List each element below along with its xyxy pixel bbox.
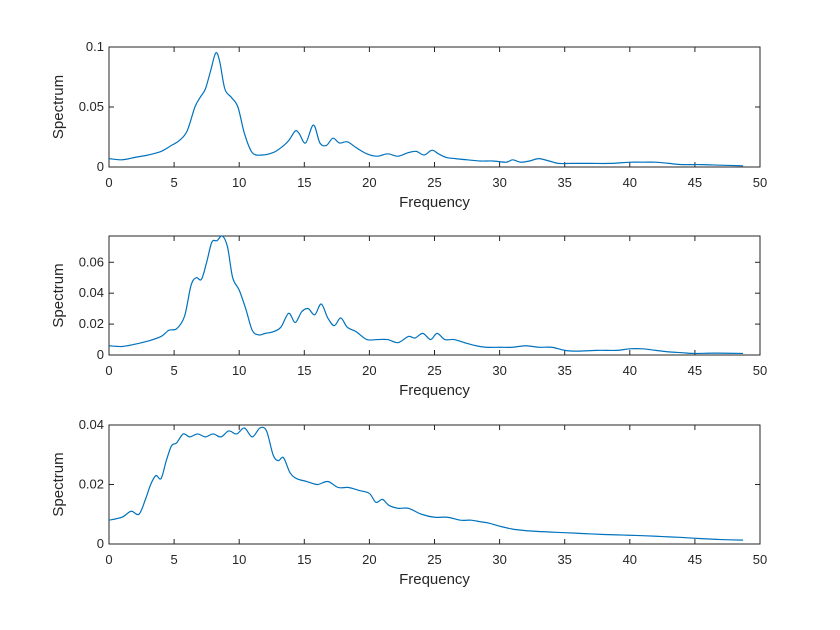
x-tick-label: 20 (362, 175, 376, 190)
x-tick-label: 40 (623, 552, 637, 567)
x-tick-label: 30 (492, 175, 506, 190)
x-tick-label: 25 (427, 552, 441, 567)
x-axis-label: Frequency (399, 194, 470, 211)
y-tick-label: 0 (97, 536, 104, 551)
x-tick-label: 10 (232, 175, 246, 190)
spectrum-line-2 (108, 235, 744, 355)
y-tick-label: 0.04 (79, 285, 104, 300)
x-tick-label: 10 (232, 552, 246, 567)
x-tick-label: 40 (623, 175, 637, 190)
x-tick-label: 35 (557, 175, 571, 190)
y-tick-label: 0.02 (79, 316, 104, 331)
x-axis-label: Frequency (399, 571, 470, 588)
subplot-2: 0 5 10 15 20 25 30 35 40 45 50 0 0.02 0.04 0.06 Frequen… (50, 235, 767, 399)
x-tick-label: 40 (623, 363, 637, 378)
x-tick-label: 20 (362, 552, 376, 567)
spectrum-line-3 (108, 426, 744, 541)
subplot-3: 0 5 10 15 20 25 30 35 40 45 50 0 0.02 0.04 Frequency Sp… (50, 417, 767, 588)
x-tick-label: 5 (170, 552, 177, 567)
x-tick-label: 45 (688, 363, 702, 378)
x-tick-label: 0 (105, 552, 112, 567)
axes-box (108, 424, 761, 545)
y-tick-label: 0.05 (79, 99, 104, 114)
y-tick-label: 0.1 (86, 39, 104, 54)
x-tick-label: 15 (297, 363, 311, 378)
x-tick-label: 25 (427, 175, 441, 190)
x-tick-label: 45 (688, 552, 702, 567)
x-tick-label: 0 (105, 175, 112, 190)
x-tick-label: 0 (105, 363, 112, 378)
x-tick-label: 5 (170, 363, 177, 378)
x-axis-label: Frequency (399, 382, 470, 399)
axes-box (108, 46, 761, 168)
x-tick-label: 35 (557, 363, 571, 378)
y-axis-label: Spectrum (50, 452, 67, 516)
x-tick-label: 50 (753, 175, 767, 190)
x-tick-label: 20 (362, 363, 376, 378)
y-tick-label: 0 (97, 347, 104, 362)
x-tick-label: 5 (170, 175, 177, 190)
spectrum-line-1 (108, 52, 744, 167)
subplot-panels: 0 5 10 15 20 25 30 35 40 45 5000.050.1FrequencySpe… (50, 39, 767, 588)
x-tick-label: 10 (232, 363, 246, 378)
x-tick-label: 30 (492, 363, 506, 378)
x-tick-label: 50 (753, 363, 767, 378)
x-tick-label: 25 (427, 363, 441, 378)
y-axis-label: Spectrum (50, 263, 67, 327)
y-tick-label: 0 (97, 159, 104, 174)
x-tick-label: 50 (753, 552, 767, 567)
x-tick-label: 30 (492, 552, 506, 567)
y-tick-label: 0.02 (79, 477, 104, 492)
y-axis-label: Spectrum (50, 75, 67, 139)
x-tick-label: 15 (297, 552, 311, 567)
y-tick-label: 0.06 (79, 254, 104, 269)
y-tick-label: 0.04 (79, 417, 104, 432)
x-tick-label: 15 (297, 175, 311, 190)
x-tick-label: 35 (557, 552, 571, 567)
subplot-1: 0 5 10 15 20 25 30 35 40 45 50 0 0.05 0.1 Frequency Spe… (50, 39, 767, 211)
axes-box (108, 235, 761, 356)
x-tick-label: 45 (688, 175, 702, 190)
